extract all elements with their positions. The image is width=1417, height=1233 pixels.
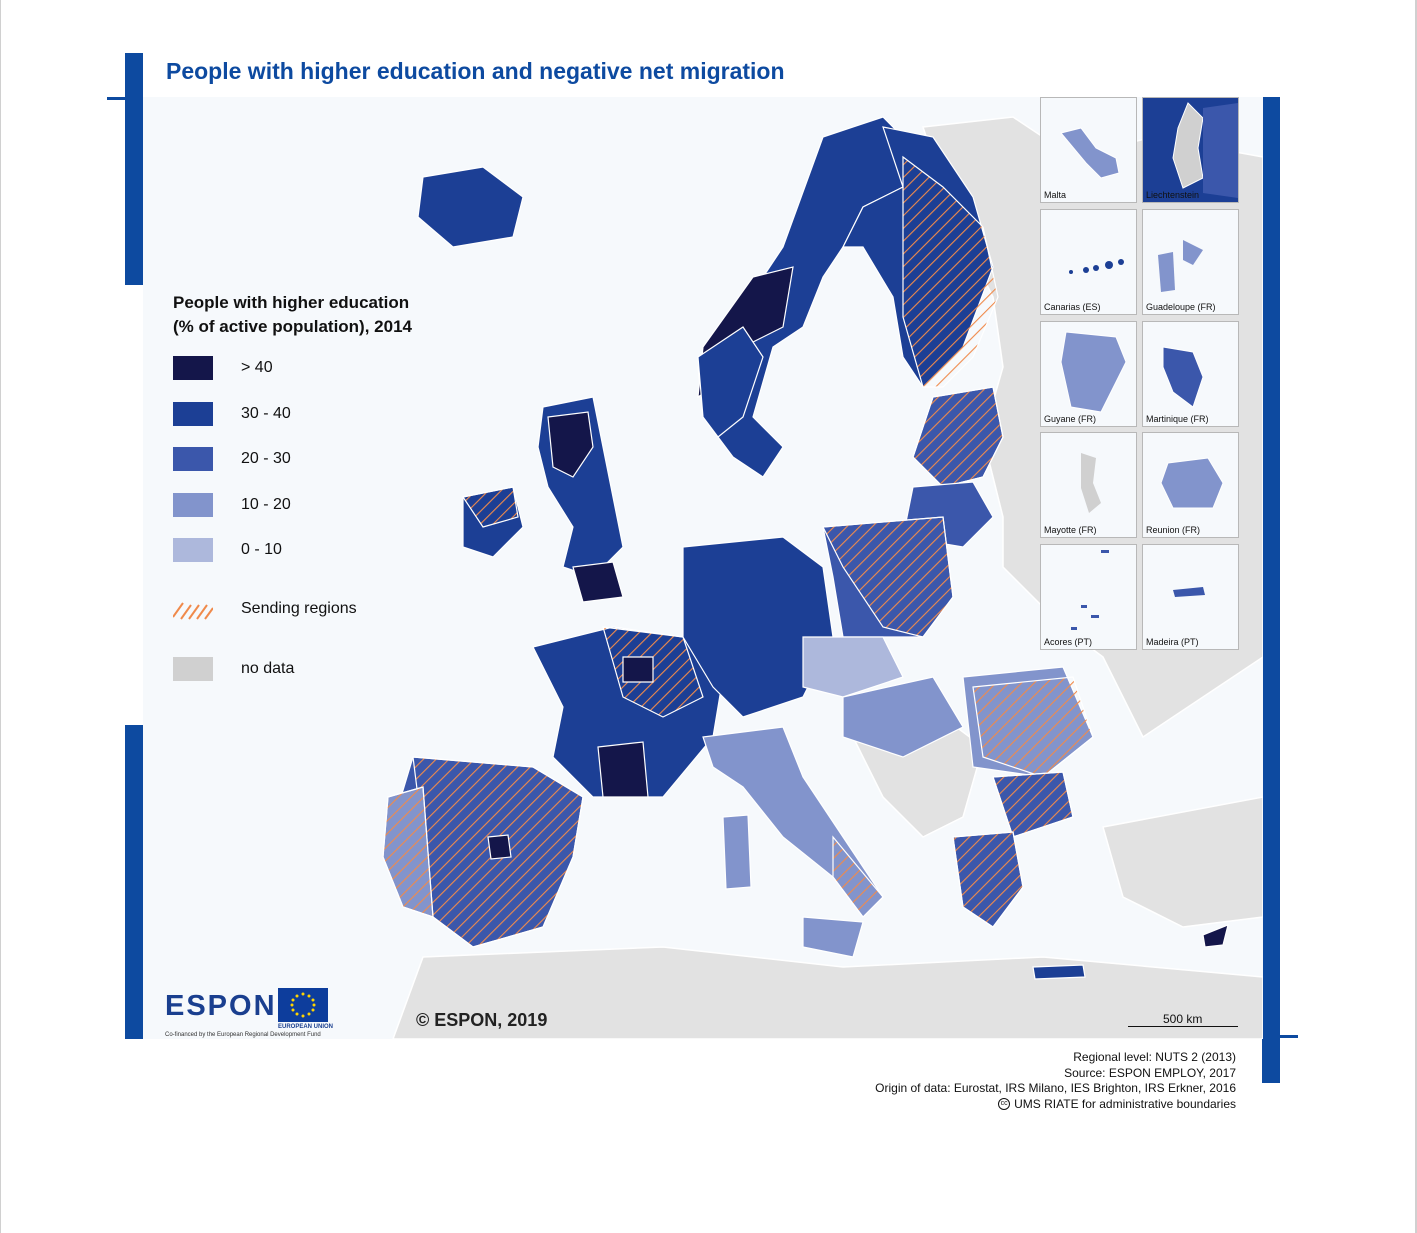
cc-icon: cc bbox=[998, 1098, 1011, 1111]
inset-reunion: Reunion (FR) bbox=[1142, 432, 1239, 538]
inset-madeira: Madeira (PT) bbox=[1142, 544, 1239, 650]
inset-label: Malta bbox=[1044, 190, 1067, 200]
source-line-3: Origin of data: Eurostat, IRS Milano, IE… bbox=[875, 1081, 1236, 1095]
hungary-region bbox=[842, 676, 964, 758]
legend-label: 0 - 10 bbox=[241, 541, 282, 558]
copyright: © ESPON, 2019 bbox=[416, 1010, 548, 1030]
inset-martinique: Martinique (FR) bbox=[1142, 321, 1239, 427]
inset-label: Liechtenstein bbox=[1146, 190, 1200, 200]
inset-label: Guadeloupe (FR) bbox=[1146, 302, 1216, 312]
legend-swatch bbox=[173, 447, 213, 471]
legend-label: Sending regions bbox=[241, 600, 357, 617]
eu-flag-icon bbox=[278, 988, 328, 1022]
left-bar-bottom bbox=[125, 725, 143, 1039]
source-line-4-wrap: cc UMS RIATE for administrative boundarie… bbox=[875, 1097, 1236, 1113]
inset-canarias: Canarias (ES) bbox=[1040, 209, 1137, 315]
cyprus-region bbox=[1202, 924, 1229, 948]
legend-title-line1: People with higher education bbox=[173, 293, 410, 312]
inset-label: Acores (PT) bbox=[1044, 637, 1093, 647]
italy-sending-region bbox=[832, 835, 884, 918]
inset-guadeloupe: Guadeloupe (FR) bbox=[1142, 209, 1239, 315]
inset-malta: Malta bbox=[1040, 97, 1137, 203]
legend-swatch bbox=[173, 356, 213, 380]
crete-region bbox=[1032, 964, 1086, 980]
legend-label: > 40 bbox=[241, 359, 273, 376]
inset-liechtenstein: Liechtenstein bbox=[1142, 97, 1239, 203]
guyane-shape bbox=[1060, 331, 1127, 413]
page-frame-right bbox=[1415, 0, 1417, 1233]
legend-swatch bbox=[173, 657, 213, 681]
source-line-4: UMS RIATE for administrative boundaries bbox=[1014, 1096, 1236, 1111]
scotland-region bbox=[547, 411, 594, 478]
bulgaria-sending-region bbox=[992, 771, 1074, 838]
baltic-sending-region bbox=[912, 386, 1004, 488]
scale-label: 500 km bbox=[1163, 1012, 1203, 1026]
liechtenstein-shape bbox=[1172, 102, 1238, 198]
inset-label: Martinique (FR) bbox=[1146, 414, 1209, 424]
guadeloupe-shape bbox=[1158, 240, 1203, 292]
right-bar bbox=[1262, 97, 1280, 1083]
inset-label: Madeira (PT) bbox=[1146, 637, 1199, 647]
legend-title-line2: (% of active population), 2014 bbox=[173, 317, 412, 336]
legend-swatch bbox=[173, 493, 213, 517]
legend-swatch bbox=[173, 538, 213, 562]
turkey-land bbox=[1102, 796, 1263, 928]
map-area: Malta Liechtenstein Canarias (ES) Guadel… bbox=[143, 97, 1263, 1039]
inset-label: Mayotte (FR) bbox=[1044, 525, 1097, 535]
ireland-sending-region bbox=[462, 486, 519, 528]
left-bar-top bbox=[125, 53, 143, 285]
malta-shape bbox=[1060, 127, 1120, 179]
france-south-region bbox=[597, 741, 649, 798]
legend-label: 30 - 40 bbox=[241, 405, 291, 422]
iceland-region bbox=[417, 166, 524, 248]
sardinia-region bbox=[722, 814, 752, 890]
madrid-region bbox=[487, 834, 512, 860]
espon-subtitle: Co-financed by the European Regional Dev… bbox=[165, 1032, 321, 1038]
legend-swatch bbox=[173, 402, 213, 426]
espon-logo: ESPON bbox=[165, 990, 277, 1022]
portugal-sending-region bbox=[382, 786, 434, 918]
inset-acores: Acores (PT) bbox=[1040, 544, 1137, 650]
legend-label: no data bbox=[241, 660, 295, 677]
poland-sending-region bbox=[822, 516, 954, 638]
madeira-shape bbox=[1173, 587, 1205, 597]
mayotte-shape bbox=[1081, 453, 1101, 513]
map-title: People with higher education and negativ… bbox=[166, 58, 785, 84]
reunion-shape bbox=[1160, 457, 1224, 509]
source-line-2: Source: ESPON EMPLOY, 2017 bbox=[1064, 1065, 1236, 1080]
page-frame-left bbox=[0, 0, 1, 1233]
canarias-shape bbox=[1069, 259, 1124, 274]
eu-stars-icon bbox=[290, 992, 316, 1018]
martinique-shape bbox=[1162, 346, 1204, 408]
acores-shape bbox=[1071, 550, 1109, 630]
inset-label: Guyane (FR) bbox=[1044, 414, 1097, 424]
scale-bar bbox=[1128, 1026, 1238, 1027]
paris-region bbox=[622, 656, 654, 683]
legend: People with higher education (% of activ… bbox=[173, 291, 412, 681]
sicily-region bbox=[802, 916, 864, 958]
london-region bbox=[572, 561, 624, 603]
inset-label: Canarias (ES) bbox=[1044, 302, 1101, 312]
source-line-1: Regional level: NUTS 2 (2013) bbox=[1073, 1050, 1236, 1064]
germany-region bbox=[682, 536, 834, 718]
eu-text: EUROPEAN UNION bbox=[278, 1024, 334, 1030]
source-block: Regional level: NUTS 2 (2013) Source: ES… bbox=[875, 1050, 1236, 1112]
romania-sending-region bbox=[972, 676, 1094, 778]
finland-sending-region bbox=[902, 155, 999, 388]
greece-sending-region bbox=[952, 831, 1024, 928]
czech-region bbox=[802, 636, 904, 698]
legend-label: 20 - 30 bbox=[241, 450, 291, 467]
inset-label: Reunion (FR) bbox=[1146, 525, 1201, 535]
legend-swatch-hatch bbox=[173, 602, 213, 620]
inset-mayotte: Mayotte (FR) bbox=[1040, 432, 1137, 538]
inset-guyane: Guyane (FR) bbox=[1040, 321, 1137, 427]
norway-region bbox=[697, 326, 764, 438]
legend-label: 10 - 20 bbox=[241, 496, 291, 513]
